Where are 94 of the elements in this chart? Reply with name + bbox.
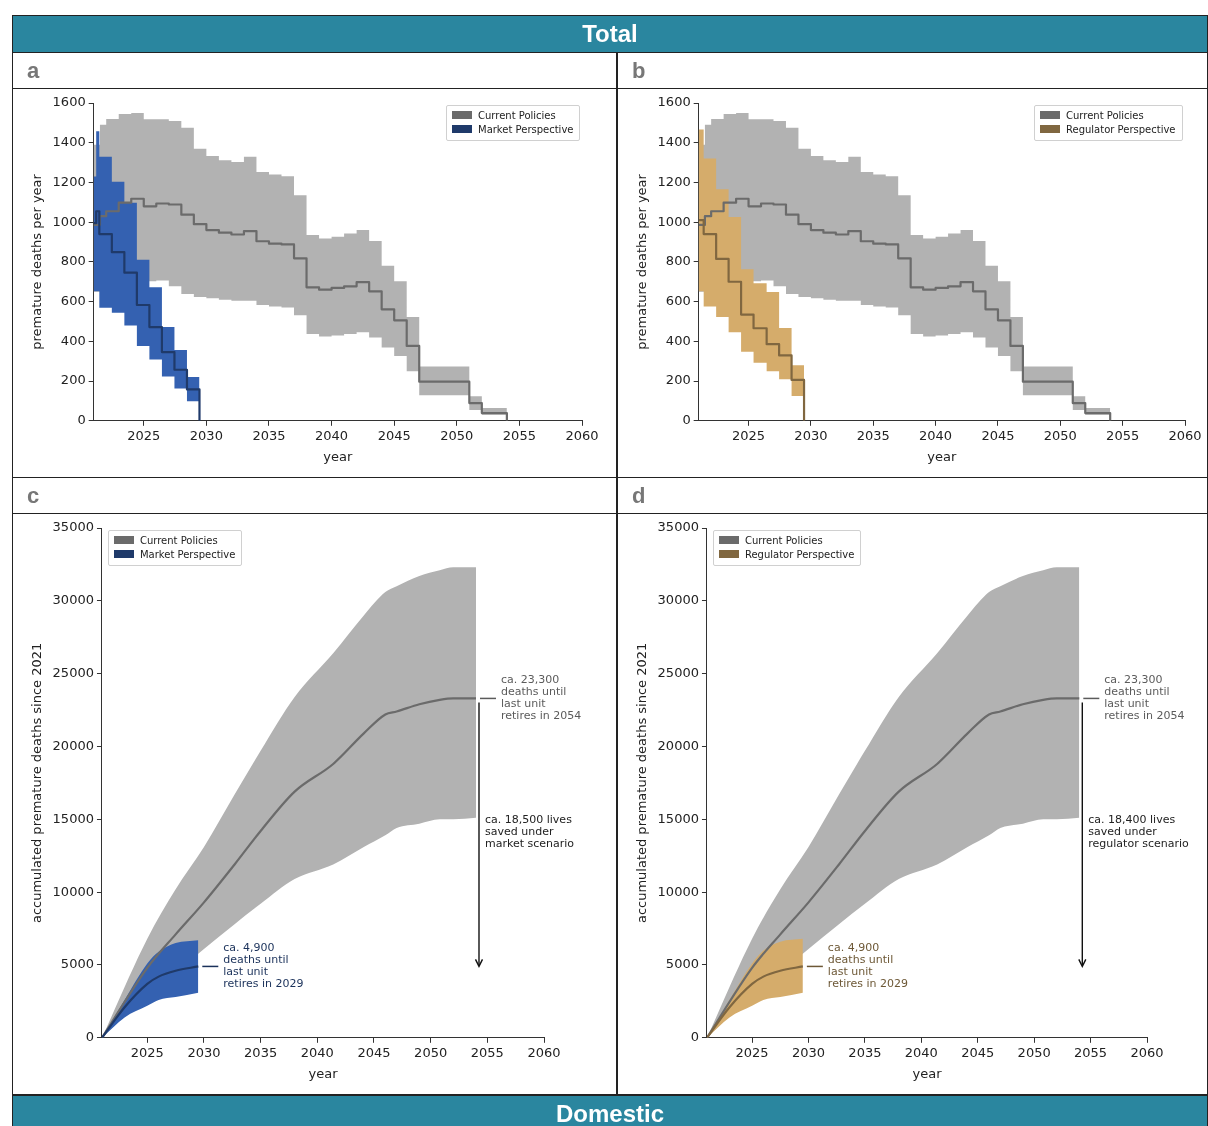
- x-axis-title: year: [927, 448, 957, 464]
- x-tick-label: 2045: [981, 427, 1015, 443]
- x-tick-label: 2045: [961, 1044, 995, 1060]
- y-tick-label: 1000: [657, 213, 691, 229]
- y-tick-label: 15000: [657, 810, 699, 826]
- y-tick-label: 1600: [657, 94, 691, 110]
- x-tick-label: 2025: [735, 1044, 769, 1060]
- y-tick-label: 0: [682, 412, 691, 428]
- x-tick-label: 2060: [565, 427, 599, 443]
- text: Domestic: [12, 1095, 1208, 1126]
- x-tick-label: 2035: [848, 1044, 882, 1060]
- y-axis-title: accumulated premature deaths since 2021: [29, 642, 45, 924]
- y-tick-label: 30000: [52, 592, 94, 608]
- annotation: ca. 23,300 deaths until last unit retires in 2054: [1104, 673, 1185, 723]
- y-tick-label: 1400: [52, 134, 86, 150]
- x-tick-label: 2025: [732, 427, 766, 443]
- y-tick-label: 200: [665, 372, 691, 388]
- y-tick-label: 10000: [52, 883, 94, 899]
- y-tick-label: 25000: [52, 665, 94, 681]
- x-tick-label: 2050: [440, 427, 474, 443]
- x-axis-title: year: [308, 1065, 339, 1081]
- x-tick-label: 2040: [300, 1044, 334, 1060]
- chart-title: b: [618, 53, 1207, 89]
- x-tick-label: 2030: [187, 1044, 221, 1060]
- x-tick-label: 2025: [130, 1044, 164, 1060]
- annotation: ca. 18,400 lives saved under regulator scenario: [1088, 813, 1189, 851]
- x-tick-label: 2060: [527, 1044, 561, 1060]
- y-tick-label: 600: [665, 293, 691, 308]
- legend-label: Current Policies: [744, 535, 823, 546]
- x-tick-label: 2030: [791, 1044, 826, 1060]
- x-tick-label: 2030: [189, 427, 223, 443]
- x-tick-label: 2055: [1074, 1044, 1108, 1060]
- x-axis-title: year: [912, 1065, 943, 1081]
- x-tick-label: 2030: [794, 427, 828, 443]
- x-tick-label: 2055: [470, 1044, 504, 1060]
- annotation: ca. 18,500 lives saved under market scenario: [484, 813, 575, 851]
- x-tick-label: 2055: [1106, 427, 1140, 443]
- y-tick-label: 800: [665, 253, 691, 269]
- y-axis-title: premature deaths per year: [634, 173, 650, 350]
- y-tick-label: 25000: [657, 665, 699, 681]
- y-axis-title: accumulated premature deaths since 2021: [634, 642, 650, 924]
- chart-title: c: [13, 478, 616, 514]
- x-tick-label: 2035: [856, 427, 890, 443]
- legend-label: Market Perspective: [478, 124, 574, 135]
- legend-label: Regulator Perspective: [1066, 124, 1176, 135]
- annotation: ca. 23,300 deaths until last unit retires in 2054: [500, 673, 582, 723]
- x-tick-label: 2040: [919, 427, 953, 443]
- legend-label: Current Policies: [478, 110, 556, 121]
- y-tick-label: 1400: [657, 134, 691, 150]
- y-axis-title: premature deaths per year: [29, 173, 45, 350]
- x-tick-label: 2055: [502, 427, 536, 443]
- x-tick-label: 2060: [1168, 427, 1202, 443]
- x-tick-label: 2050: [1017, 1044, 1051, 1060]
- y-tick-label: 20000: [657, 737, 699, 753]
- y-tick-label: 20000: [52, 737, 94, 753]
- chart-title: a: [13, 53, 616, 89]
- x-tick-label: 2050: [414, 1044, 448, 1060]
- legend-label: Market Perspective: [139, 549, 236, 560]
- y-tick-label: 0: [77, 412, 86, 428]
- y-tick-label: 600: [60, 293, 86, 308]
- y-tick-label: 35000: [657, 519, 699, 535]
- x-tick-label: 2040: [315, 427, 349, 443]
- y-tick-label: 400: [665, 332, 691, 348]
- legend-label: Regulator Perspective: [744, 549, 855, 560]
- y-tick-label: 5000: [665, 956, 699, 972]
- legend-label: Current Policies: [1066, 110, 1144, 121]
- y-tick-label: 35000: [52, 519, 94, 535]
- legend-label: Current Policies: [139, 535, 218, 546]
- y-tick-label: 800: [60, 253, 86, 269]
- y-tick-label: 0: [690, 1029, 699, 1045]
- y-tick-label: 1200: [657, 173, 691, 189]
- x-tick-label: 2025: [127, 427, 161, 443]
- y-tick-label: 200: [60, 372, 86, 388]
- x-tick-label: 2035: [244, 1044, 278, 1060]
- y-tick-label: 1000: [52, 213, 86, 229]
- text: Total: [12, 15, 1208, 53]
- y-tick-label: 400: [60, 332, 86, 348]
- annotation: ca. 4,900 deaths until last unit retires in 2029: [827, 941, 909, 991]
- x-tick-label: 2045: [377, 427, 411, 443]
- x-axis-title: year: [323, 448, 353, 464]
- y-tick-label: 1200: [52, 173, 86, 189]
- x-tick-label: 2060: [1130, 1044, 1164, 1060]
- y-tick-label: 10000: [657, 883, 699, 899]
- x-tick-label: 2035: [252, 427, 286, 443]
- y-tick-label: 15000: [52, 810, 94, 826]
- y-tick-label: 30000: [657, 592, 699, 608]
- x-tick-label: 2040: [904, 1044, 938, 1060]
- y-tick-label: 1600: [52, 94, 86, 110]
- chart-title: d: [618, 478, 1207, 514]
- x-tick-label: 2050: [1043, 427, 1077, 443]
- annotation: ca. 4,900 deaths until last unit retires in 2029: [223, 941, 304, 991]
- y-tick-label: 5000: [60, 956, 94, 972]
- y-tick-label: 0: [85, 1029, 94, 1045]
- x-tick-label: 2045: [357, 1044, 391, 1060]
